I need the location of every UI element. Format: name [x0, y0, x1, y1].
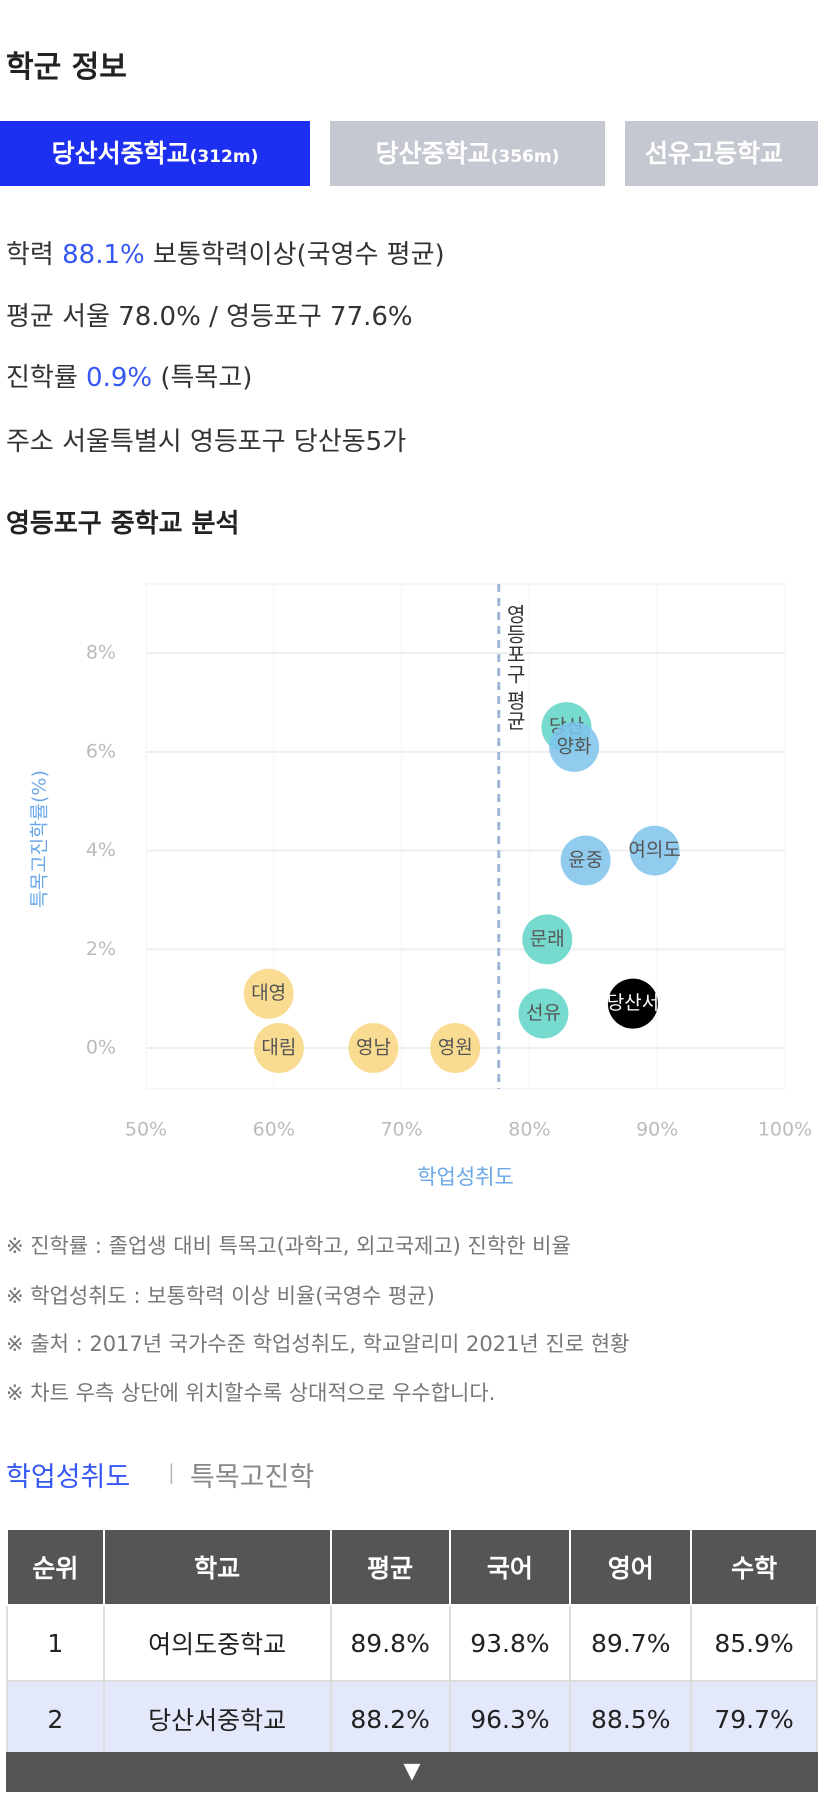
note: ※ 차트 우측 상단에 위치할수록 상대적으로 우수합니다. — [6, 1381, 496, 1405]
info-value: 0.9% — [86, 363, 153, 393]
table-cell: 85.9% — [690, 1604, 818, 1682]
info-line: 평균 서울 78.0% / 영등포구 77.6% — [6, 302, 413, 332]
table-row: 2 당산서중학교 88.2% 96.3% 88.5% 79.7% — [6, 1680, 818, 1758]
info-line: 주소 서울특별시 영등포구 당산동5가 — [6, 427, 407, 457]
column-header: 국어 — [448, 1528, 572, 1606]
ranking-table: 순위 학교 평균 국어 영어 수학 1 여의도중학교 89.8% 93.8% 89.7% 85.9%… — [6, 1528, 818, 1758]
table-cell: 여의도중학교 — [102, 1604, 332, 1682]
column-header: 순위 — [6, 1528, 105, 1606]
table-cell: 89.7% — [569, 1604, 693, 1682]
y-tick-label: 8% — [86, 642, 116, 664]
y-tick-label: 4% — [86, 839, 116, 861]
point-label: 여의도 — [628, 839, 680, 861]
x-tick-label: 70% — [380, 1119, 422, 1141]
school-tab[interactable]: 당산중학교(356m) — [330, 121, 605, 186]
info-label: 진학률 — [6, 363, 78, 393]
x-tick-label: 60% — [253, 1119, 295, 1141]
point — [607, 978, 658, 1029]
note: ※ 진학률 : 졸업생 대비 특목고(과학고, 외고국제고) 진학한 비율 — [6, 1234, 571, 1258]
x-tick-label: 80% — [508, 1119, 550, 1141]
table-cell: 1 — [6, 1604, 105, 1682]
tab-distance: (312m) — [189, 147, 259, 167]
info-note: 보통학력이상(국영수 평균) — [152, 240, 445, 270]
separator: | — [168, 1460, 175, 1484]
point — [522, 914, 573, 965]
subtab[interactable]: 학업성취도 — [6, 1462, 131, 1493]
school-tab[interactable]: 선유고등학교 — [625, 121, 818, 186]
expand-button[interactable]: ▼ — [6, 1752, 818, 1792]
y-tick-label: 0% — [86, 1037, 116, 1059]
point-label: 윤중 — [568, 849, 603, 871]
table-cell: 당산서중학교 — [102, 1680, 332, 1758]
page-title: 학군 정보 — [6, 50, 127, 85]
point — [560, 835, 611, 886]
info-label: 학력 — [6, 240, 54, 270]
reference-label: 영등포구 평균 — [503, 604, 527, 731]
table-cell: 93.8% — [448, 1604, 572, 1682]
y-tick-label: 2% — [86, 938, 116, 960]
info-line: 진학률 0.9% (특목고) — [6, 357, 252, 394]
chart: 0% 2% 4% 6% 8% 50% 60% 70% 80% 90% 100% 학업성취도 특목고진학률… — [29, 583, 812, 1189]
school-tab[interactable]: 당산서중학교(312m) — [0, 121, 310, 186]
header-row: 순위 학교 평균 국어 영어 수학 — [6, 1528, 818, 1606]
table-row: 1 여의도중학교 89.8% 93.8% 89.7% 85.9% — [6, 1604, 818, 1682]
point — [629, 825, 680, 876]
table-cell: 79.7% — [690, 1680, 818, 1758]
column-header: 수학 — [690, 1528, 818, 1606]
info-value: 88.1% — [62, 240, 145, 270]
tab-name: 선유고등학교 — [645, 139, 784, 168]
point-label: 대영 — [251, 982, 286, 1004]
info-line: 학력 88.1% 보통학력이상(국영수 평균) — [6, 234, 445, 271]
tab-name: 당산중학교 — [375, 139, 491, 168]
note: ※ 학업성취도 : 보통학력 이상 비율(국영수 평균) — [6, 1284, 435, 1308]
point — [243, 968, 294, 1019]
table-cell: 88.2% — [329, 1680, 451, 1758]
subtab[interactable]: 특목고진학 — [190, 1462, 315, 1493]
point — [430, 1023, 481, 1074]
x-tick-label: 100% — [758, 1119, 812, 1141]
point-label: 문래 — [530, 928, 565, 950]
info-note: (특목고) — [160, 363, 253, 393]
point-label: 대림 — [261, 1037, 296, 1059]
table-cell: 88.5% — [569, 1680, 693, 1758]
section-title: 영등포구 중학교 분석 — [6, 509, 240, 539]
tab-name: 당산서중학교 — [51, 139, 190, 168]
point-label: 당산서 — [607, 992, 659, 1014]
point — [253, 1023, 304, 1074]
column-header: 평균 — [329, 1528, 451, 1606]
x-axis-title: 학업성취도 — [417, 1165, 514, 1189]
column-header: 학교 — [102, 1528, 332, 1606]
point-label: 영남 — [356, 1037, 391, 1059]
y-tick-label: 6% — [86, 740, 116, 762]
point-label: 선유 — [526, 1002, 561, 1024]
x-tick-label: 50% — [125, 1119, 167, 1141]
column-header: 영어 — [569, 1528, 693, 1606]
note: ※ 출처 : 2017년 국가수준 학업성취도, 학교알리미 2021년 진로 … — [6, 1332, 630, 1356]
point — [348, 1023, 399, 1074]
plot-area — [145, 583, 786, 1090]
table-cell: 96.3% — [448, 1680, 572, 1758]
table-cell: 2 — [6, 1680, 105, 1758]
table-cell: 89.8% — [329, 1604, 451, 1682]
point — [549, 721, 600, 772]
point — [518, 988, 569, 1039]
point-label: 양화 — [557, 735, 592, 757]
tab-distance: (356m) — [490, 147, 560, 167]
point-label: 영원 — [438, 1037, 473, 1059]
x-tick-label: 90% — [636, 1119, 678, 1141]
y-axis-title: 특목고진학률(%) — [29, 770, 51, 908]
